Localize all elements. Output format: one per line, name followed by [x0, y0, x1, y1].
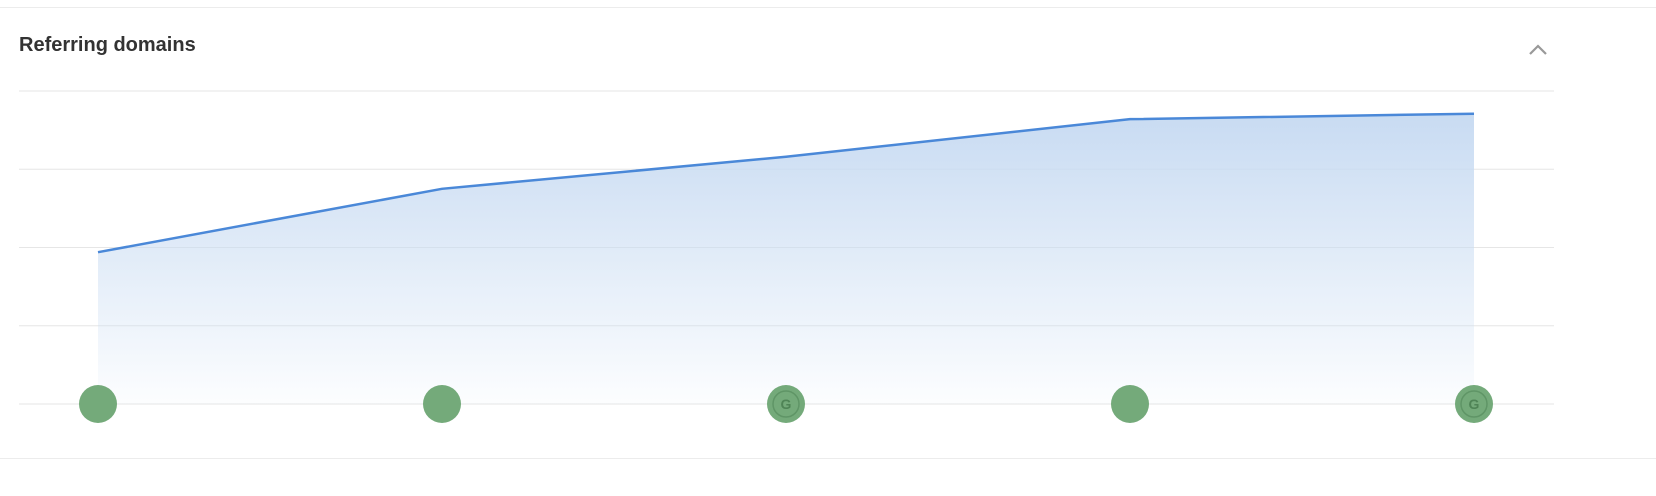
event-dot-icon[interactable]	[79, 385, 117, 423]
chevron-up-icon[interactable]	[1526, 38, 1550, 62]
series-line	[97, 112, 1475, 254]
google-update-icon[interactable]: G	[767, 385, 805, 423]
marker-label: G	[781, 396, 792, 412]
event-dot-icon[interactable]	[1111, 385, 1149, 423]
referring-domains-panel: Referring domains	[0, 7, 1656, 459]
panel-title: Referring domains	[19, 34, 196, 56]
google-update-icon[interactable]: G	[1455, 385, 1493, 423]
event-dot-icon[interactable]	[423, 385, 461, 423]
marker-label: G	[1469, 396, 1480, 412]
area-fill	[98, 113, 1474, 404]
